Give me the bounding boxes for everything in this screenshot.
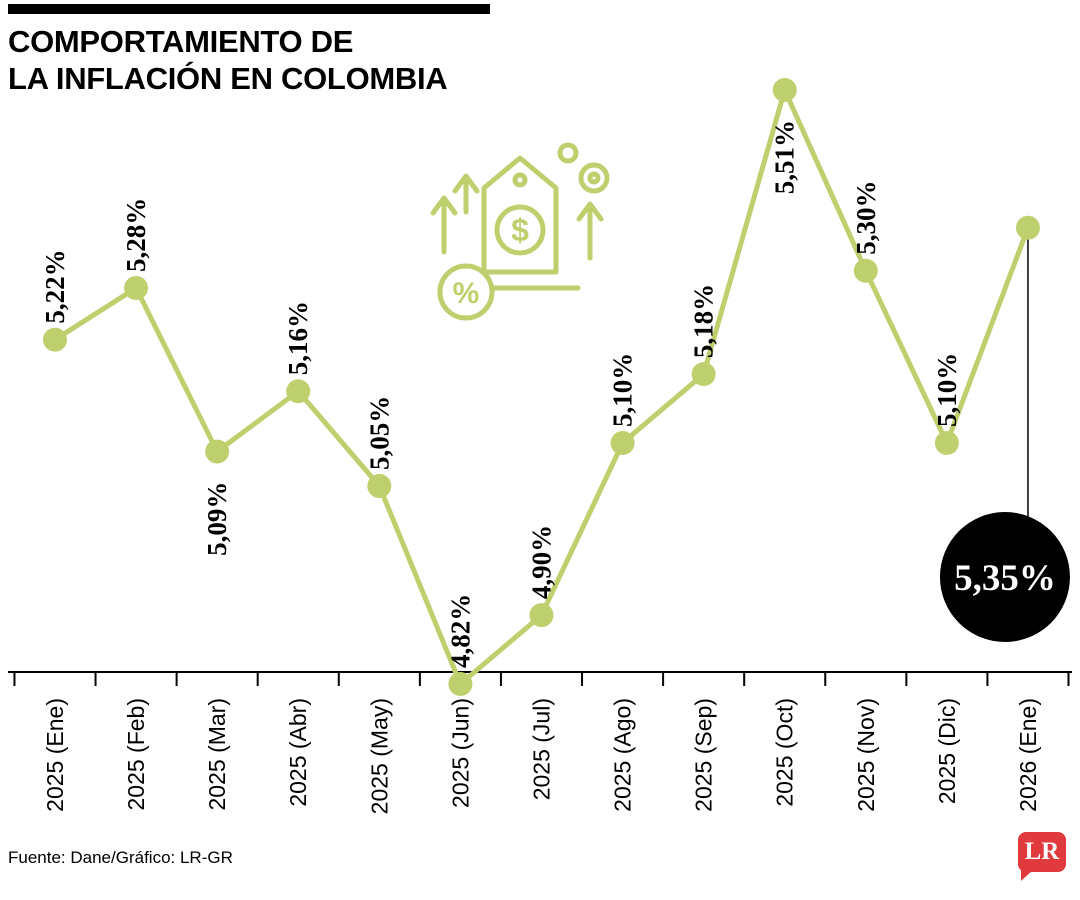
- source-credit: Fuente: Dane/Gráfico: LR-GR: [8, 848, 233, 867]
- page-title-line1: COMPORTAMIENTO DE: [8, 24, 354, 59]
- header: COMPORTAMIENTO DE LA INFLACIÓN EN COLOMB…: [8, 4, 528, 97]
- x-axis-label: 2025 (Feb): [123, 698, 149, 811]
- x-axis-label: 2025 (Nov): [853, 698, 879, 812]
- x-axis-label: 2025 (Sep): [691, 698, 717, 812]
- title-accent-bar: [8, 4, 490, 14]
- value-label: 4,82%: [445, 594, 475, 668]
- percent-sign: %: [453, 277, 480, 310]
- x-axis-label: 2025 (Mar): [204, 698, 230, 810]
- data-point-marker: [367, 474, 392, 498]
- data-point-marker: [205, 439, 230, 464]
- at-symbol-outer: [581, 165, 607, 191]
- price-tag-shape: [484, 158, 556, 272]
- data-point-marker: [853, 258, 878, 283]
- value-label: 5,10%: [608, 353, 638, 427]
- percent-circle: [440, 266, 492, 318]
- data-point-marker: [529, 603, 554, 628]
- up-arrow-head: [433, 198, 455, 213]
- data-point-marker: [286, 379, 311, 404]
- tag-hole: [515, 175, 525, 185]
- value-label: 5,16%: [283, 301, 313, 375]
- x-axis-label: 2025 (Oct): [772, 698, 798, 807]
- x-axis-label: 2025 (Abr): [285, 698, 311, 807]
- x-axis-label: 2025 (May): [366, 698, 392, 814]
- inflation-price-tag-icon: $ %: [428, 140, 613, 350]
- x-axis-label: 2025 (Ene): [42, 698, 68, 812]
- data-point-marker: [691, 362, 716, 387]
- value-label: 5,28%: [121, 198, 151, 272]
- page-title: COMPORTAMIENTO DE LA INFLACIÓN EN COLOMB…: [8, 23, 528, 97]
- data-point-marker: [610, 430, 635, 455]
- value-label: 5,22%: [40, 249, 70, 323]
- up-arrow-head: [579, 204, 601, 219]
- value-label: 5,18%: [689, 284, 719, 358]
- x-axis-label: 2025 (Jul): [528, 698, 554, 800]
- x-axis-label: 2026 (Ene): [1015, 698, 1041, 812]
- dollar-circle: [497, 207, 543, 253]
- small-circle: [560, 145, 576, 161]
- data-point-marker: [124, 276, 149, 300]
- x-axis-label: 2025 (Jun): [447, 698, 473, 808]
- data-point-marker: [1015, 215, 1040, 240]
- at-symbol-inner: [590, 174, 598, 182]
- value-label: 5,51%: [770, 120, 800, 194]
- lr-logo-text: LR: [1024, 838, 1060, 865]
- highlight-value-label: 5,35%: [954, 558, 1056, 599]
- data-point-marker: [772, 78, 797, 102]
- lr-logo: LR: [1018, 832, 1066, 881]
- value-label: 5,10%: [932, 353, 962, 427]
- value-label: 5,09%: [202, 482, 232, 556]
- value-label: 4,90%: [526, 525, 556, 599]
- data-point-marker: [934, 430, 959, 455]
- x-axis-label: 2025 (Ago): [610, 698, 636, 812]
- up-arrow-head: [455, 176, 477, 191]
- dollar-sign: $: [511, 212, 529, 248]
- data-point-marker: [448, 672, 473, 696]
- highlight-circle: [939, 512, 1070, 642]
- x-axis-label: 2025 (Dic): [934, 698, 960, 804]
- page-title-line2: LA INFLACIÓN EN COLOMBIA: [8, 61, 448, 96]
- value-label: 5,05%: [364, 396, 394, 470]
- value-label: 5,30%: [851, 181, 881, 255]
- data-point-marker: [43, 327, 67, 352]
